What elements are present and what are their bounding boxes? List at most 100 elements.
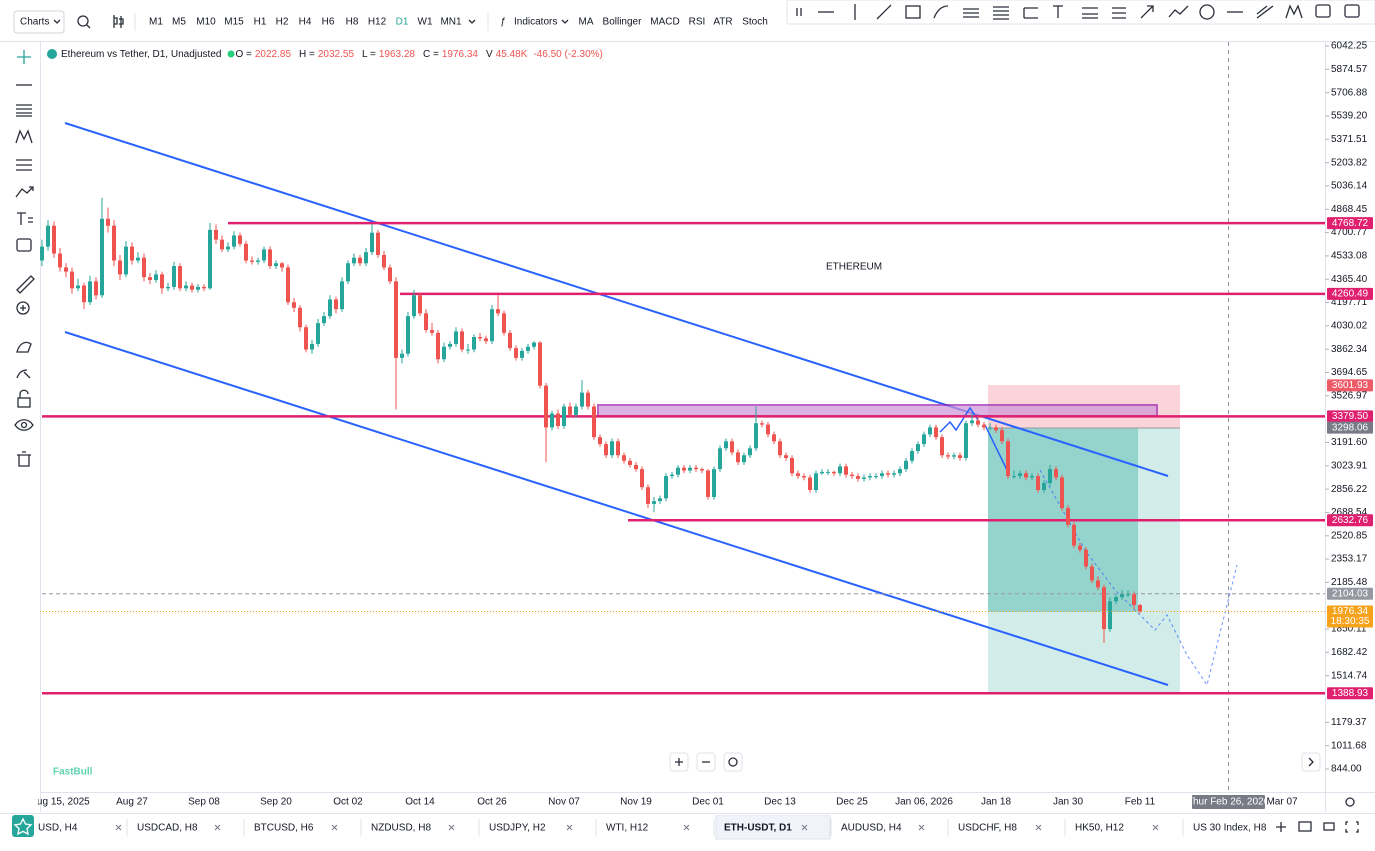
candle-body: [676, 467, 680, 475]
timeframe[interactable]: W1: [418, 17, 433, 28]
zoom-controls[interactable]: [669, 752, 1321, 772]
candle-body: [172, 266, 176, 287]
search-icon: [86, 24, 91, 29]
study-button[interactable]: RSI: [689, 17, 706, 28]
scroll-right[interactable]: [1301, 752, 1321, 772]
candle-body: [778, 441, 782, 456]
tabs: USD, H4 USDCAD, H8 BTCUSD, H6 NZDUSD, H8 USD…: [38, 815, 1267, 840]
tab[interactable]: USDCAD, H8: [137, 823, 198, 834]
study-button[interactable]: MA: [579, 17, 594, 28]
y-tick-label: 3023.91: [1331, 460, 1368, 471]
candle-body: [118, 260, 122, 275]
candle-body: [1012, 476, 1016, 478]
timeframe[interactable]: M5: [172, 17, 186, 28]
candle-body: [544, 385, 548, 428]
candle-body: [244, 243, 248, 261]
symbol-logo: [47, 49, 57, 59]
y-tick-label: 1011.68: [1331, 740, 1367, 751]
tab[interactable]: NZDUSD, H8: [371, 823, 431, 834]
tab[interactable]: US 30 Index, H8: [1193, 823, 1267, 834]
reset[interactable]: [723, 752, 743, 772]
legend: Ethereum vs Tether, D1, Unadjusted O = 202…: [61, 49, 603, 60]
y-tick-label: 1682.42: [1331, 647, 1368, 658]
candle-body: [64, 267, 68, 272]
legend-item: V: [486, 49, 493, 60]
y-tick-label: 4868.45: [1331, 204, 1368, 215]
candle-body: [304, 327, 308, 350]
timeframe[interactable]: H1: [254, 17, 267, 28]
tab[interactable]: USDCHF, H8: [958, 823, 1017, 834]
study-button[interactable]: Stoch: [742, 17, 768, 28]
tab-close[interactable]: [448, 824, 455, 831]
tab[interactable]: ETH-USDT, D1: [724, 823, 792, 834]
x-tick-label: Dec 01: [692, 797, 724, 808]
y-tick-label: 4533.08: [1331, 251, 1368, 262]
study-button[interactable]: MACD: [650, 17, 679, 28]
candle-body: [274, 263, 278, 267]
timeframe[interactable]: H2: [276, 17, 289, 28]
tab-close[interactable]: [214, 824, 221, 831]
study-button[interactable]: Bollinger: [603, 17, 643, 28]
candle-body: [820, 471, 824, 474]
timeframe[interactable]: M10: [196, 17, 216, 28]
timeframe[interactable]: H6: [322, 17, 335, 28]
y-tick-label: 1514.74: [1331, 670, 1368, 681]
y-tick-label: 3862.34: [1331, 344, 1368, 355]
timeframe[interactable]: M15: [224, 17, 244, 28]
candle-body: [1036, 476, 1040, 490]
candle-body: [1060, 477, 1064, 509]
timeframe[interactable]: D1: [396, 17, 409, 28]
study-button[interactable]: ATR: [713, 17, 732, 28]
candle-body: [124, 246, 128, 275]
tab-close[interactable]: [566, 824, 573, 831]
timeframe[interactable]: M1: [149, 17, 163, 28]
star-icon: [13, 817, 33, 836]
y-tick-label: 2353.17: [1331, 554, 1368, 565]
candle-body: [742, 455, 746, 463]
candle-body: [694, 467, 698, 470]
charts-button[interactable]: [13, 10, 65, 34]
timeframe[interactable]: H12: [368, 17, 387, 28]
candle-body: [670, 474, 674, 477]
candle-body: [1006, 441, 1010, 477]
tab[interactable]: BTCUSD, H6: [254, 823, 314, 834]
tab-close[interactable]: [115, 824, 122, 831]
timeframe[interactable]: MN1: [440, 17, 462, 28]
timeframe[interactable]: H4: [299, 17, 312, 28]
chevron-icon[interactable]: [468, 19, 476, 24]
x-tick-label: Sep 20: [260, 797, 292, 808]
tab[interactable]: HK50, H12: [1075, 823, 1124, 834]
favorites-button[interactable]: [12, 815, 34, 837]
settings-icon[interactable]: [1345, 797, 1355, 807]
channel-lower: [64, 331, 1169, 686]
chart-type-icon[interactable]: [113, 15, 124, 28]
search-icon[interactable]: [77, 15, 89, 27]
candle-body: [1078, 545, 1082, 550]
candle-body: [436, 332, 440, 360]
candle-body: [1084, 549, 1088, 567]
tab-close[interactable]: [1152, 824, 1159, 831]
tab-close[interactable]: [331, 824, 338, 831]
tab[interactable]: WTI, H12: [606, 823, 649, 834]
tab[interactable]: USDJPY, H2: [489, 823, 546, 834]
pattern-line: [939, 406, 979, 433]
candle-body: [1042, 483, 1046, 490]
tab-close[interactable]: [683, 824, 690, 831]
y-tick-label: 3191.60: [1331, 437, 1368, 448]
tab-close[interactable]: [1035, 824, 1042, 831]
candle-body: [766, 424, 770, 435]
price-tag-label: 4768.72: [1332, 218, 1369, 229]
candle-body: [184, 285, 188, 289]
tab[interactable]: USD, H4: [38, 823, 78, 834]
tab-close[interactable]: [918, 824, 925, 831]
candle-body: [508, 332, 512, 349]
candle-body: [910, 451, 914, 461]
tab-close[interactable]: [801, 824, 808, 831]
candle-body: [406, 316, 410, 354]
timeframe[interactable]: H8: [346, 17, 359, 28]
tab[interactable]: AUDUSD, H4: [841, 823, 902, 834]
y-tick-label: 5706.88: [1331, 87, 1368, 98]
legend-item: -46.50 (-2.30%): [533, 49, 602, 60]
indicators-button[interactable]: Indicators: [514, 17, 557, 28]
candle-body: [454, 331, 458, 344]
